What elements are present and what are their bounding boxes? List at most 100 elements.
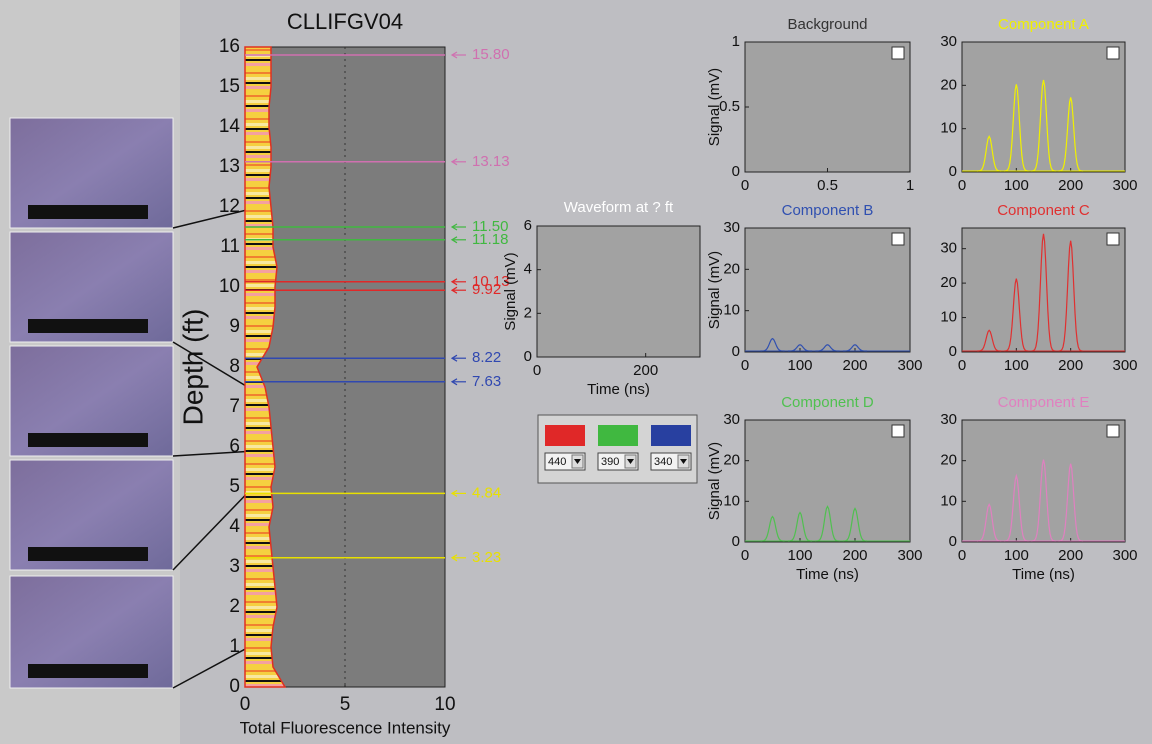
y-tick-label: 15 xyxy=(219,76,240,97)
filter-dropdown[interactable]: 340 xyxy=(650,452,692,471)
y-tick-label: 2 xyxy=(524,304,532,321)
x-tick-label: 0.5 xyxy=(817,177,838,194)
plot-title: Component B xyxy=(782,202,874,219)
y-tick-label: 1 xyxy=(229,636,240,657)
y-tick-label: 20 xyxy=(940,452,957,469)
marker-label: 11.50 xyxy=(472,218,508,235)
plot-area xyxy=(744,419,911,543)
plot-area xyxy=(961,227,1126,353)
toggle-checkbox[interactable] xyxy=(891,232,905,246)
x-axis-label: Time (ns) xyxy=(1012,566,1075,583)
x-tick-label: 200 xyxy=(633,362,658,379)
marker-arrowhead xyxy=(450,51,458,59)
x-tick-label: 0 xyxy=(958,177,966,194)
marker-arrowhead xyxy=(450,554,458,562)
dropdown-value: 390 xyxy=(601,456,619,468)
signal-peak xyxy=(842,344,868,352)
x-tick-label: 200 xyxy=(1058,177,1083,194)
photo-caption xyxy=(28,205,148,219)
y-tick-label: 10 xyxy=(940,309,957,326)
y-axis-label: Depth (ft) xyxy=(177,309,208,426)
y-tick-label: 0 xyxy=(732,343,740,360)
y-tick-label: 20 xyxy=(723,260,740,277)
signal-peak xyxy=(1031,79,1056,172)
signal-peak xyxy=(1004,473,1029,542)
x-axis-label: Time (ns) xyxy=(587,381,650,398)
y-tick-label: 30 xyxy=(723,411,740,428)
y-tick-label: 10 xyxy=(723,492,740,509)
y-tick-label: 9 xyxy=(229,316,240,337)
x-tick-label: 0 xyxy=(958,547,966,564)
x-tick-label: 200 xyxy=(1058,547,1083,564)
y-tick-label: 20 xyxy=(723,452,740,469)
toggle-checkbox[interactable] xyxy=(891,424,905,438)
y-tick-label: 6 xyxy=(524,217,532,234)
y-tick-label: 2 xyxy=(229,596,240,617)
toggle-checkbox[interactable] xyxy=(1106,232,1120,246)
y-axis-label: Signal (mV) xyxy=(706,442,723,520)
x-axis-label: Total Fluorescence Intensity xyxy=(240,718,451,737)
toggle-checkbox[interactable] xyxy=(891,46,905,60)
toggle-checkbox[interactable] xyxy=(1106,46,1120,60)
filter-swatch xyxy=(545,425,585,446)
signal-peak xyxy=(1058,97,1083,172)
signal-peak xyxy=(977,329,1002,352)
filter-dropdown[interactable]: 440 xyxy=(544,452,586,471)
y-tick-label: 0 xyxy=(524,348,532,365)
x-tick-label: 200 xyxy=(842,547,867,564)
marker-arrowhead xyxy=(450,286,458,294)
marker-arrowhead xyxy=(450,278,458,286)
marker-arrowhead xyxy=(450,236,458,244)
marker-label: 13.13 xyxy=(472,153,510,170)
y-tick-label: 10 xyxy=(940,120,957,137)
signal-peak xyxy=(842,507,868,542)
x-tick-label: 200 xyxy=(1058,357,1083,374)
y-tick-label: 4 xyxy=(524,261,532,278)
marker-label: 10.13 xyxy=(472,273,510,290)
filter-dropdown[interactable]: 390 xyxy=(597,452,639,471)
marker-label: 7.63 xyxy=(472,373,501,390)
y-tick-label: 0 xyxy=(732,163,740,180)
plot-title: Component E xyxy=(998,394,1090,411)
plot-area xyxy=(536,225,701,358)
plot-title: Background xyxy=(787,16,867,33)
y-tick-label: 20 xyxy=(940,76,957,93)
y-tick-label: 0 xyxy=(949,343,957,360)
x-tick-label: 100 xyxy=(787,357,812,374)
y-tick-label: 30 xyxy=(940,33,957,50)
y-tick-label: 30 xyxy=(723,219,740,236)
plot-area xyxy=(961,41,1126,173)
photo-caption xyxy=(28,664,148,678)
x-tick-label: 100 xyxy=(1004,357,1029,374)
toggle-checkbox[interactable] xyxy=(1106,424,1120,438)
marker-arrowhead xyxy=(450,223,458,231)
filter-box: 440 390 340 xyxy=(537,414,698,484)
y-tick-label: 4 xyxy=(229,516,240,537)
marker-label: 4.84 xyxy=(472,484,501,501)
y-tick-label: 8 xyxy=(229,356,240,377)
x-tick-label: 300 xyxy=(897,357,922,374)
signal-peak xyxy=(1004,84,1029,172)
x-tick-label: 100 xyxy=(1004,547,1029,564)
x-axis-label: Time (ns) xyxy=(796,566,859,583)
y-tick-label: 0 xyxy=(949,163,957,180)
y-tick-label: 1 xyxy=(732,33,740,50)
y-tick-label: 11 xyxy=(220,236,240,257)
y-tick-label: 3 xyxy=(229,556,240,577)
signal-peak xyxy=(815,344,840,352)
x-tick-label: 0 xyxy=(741,357,749,374)
plot-title: Waveform at ? ft xyxy=(564,199,674,216)
dropdown-value: 340 xyxy=(654,456,672,468)
plot-title: Component D xyxy=(781,394,874,411)
y-tick-label: 5 xyxy=(229,476,240,497)
plot-area xyxy=(744,41,911,173)
y-tick-label: 13 xyxy=(219,156,240,177)
x-tick-label: 0 xyxy=(958,357,966,374)
photo-link xyxy=(172,341,257,393)
y-axis-label: Signal (mV) xyxy=(706,68,723,146)
x-tick-label: 300 xyxy=(1112,547,1137,564)
signal-peak xyxy=(977,134,1002,172)
signal-peak xyxy=(760,337,785,352)
y-tick-label: 14 xyxy=(219,116,241,137)
